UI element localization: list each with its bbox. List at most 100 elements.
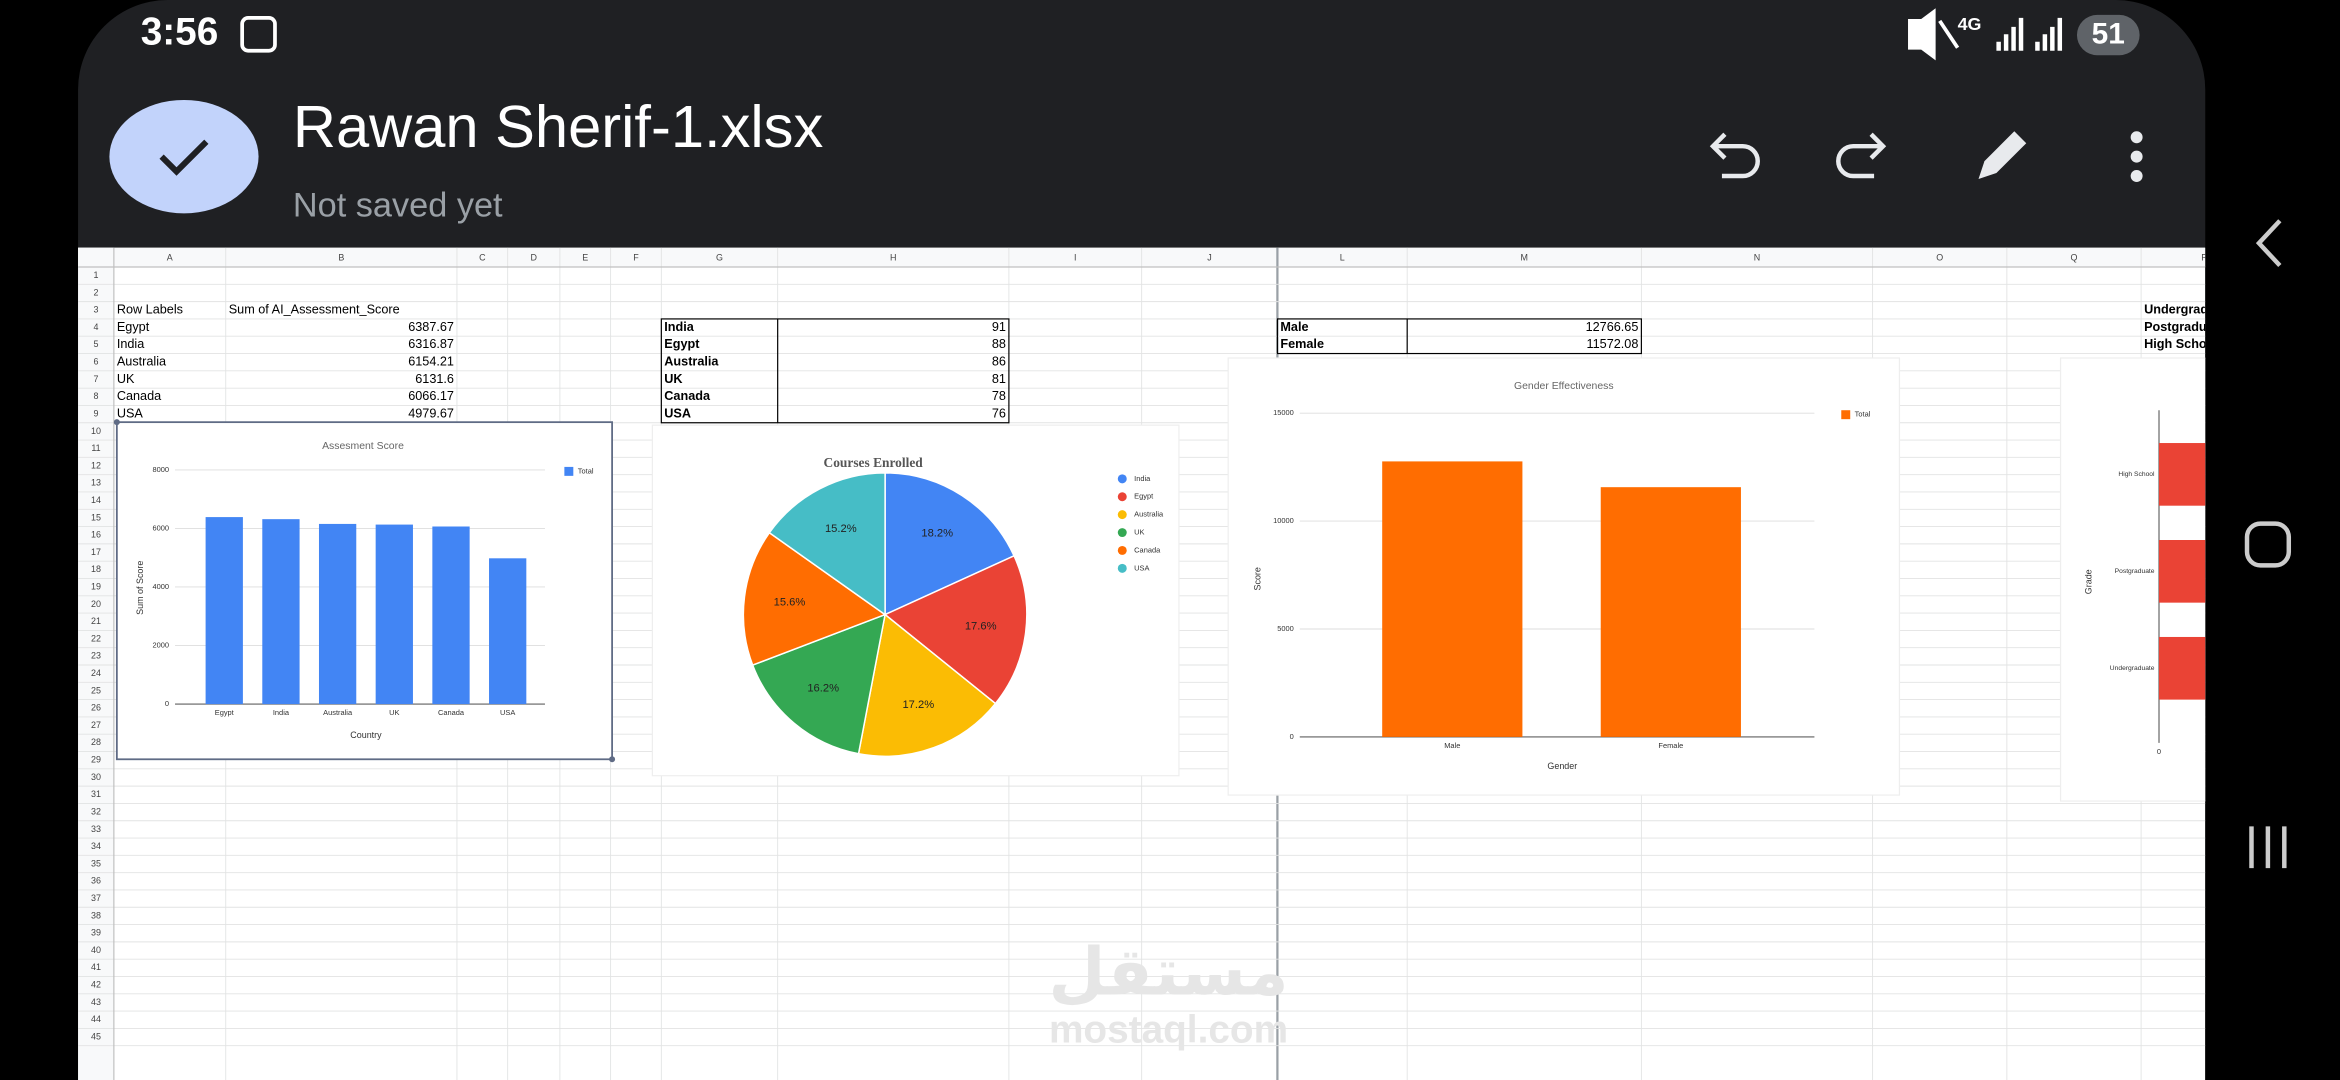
table-label: USA [664, 406, 691, 420]
row-number: 23 [91, 651, 101, 661]
y-axis-label: Sum of Score [135, 561, 145, 615]
chart-frame [115, 421, 613, 761]
y-tick-label: 4000 [153, 582, 170, 591]
clock: 3:56 [141, 11, 219, 54]
spreadsheet[interactable]: A B C D E F G H I J L M N O Q R123456789101112131415161… [78, 247, 2278, 1080]
nav-recents[interactable] [2249, 826, 2287, 869]
table-label: Egypt [664, 337, 700, 351]
column-letter: F [633, 252, 639, 262]
table-border [660, 318, 1010, 424]
table-value: 78 [992, 389, 1006, 403]
undo-button[interactable] [1709, 132, 1760, 179]
pie-slice [768, 472, 886, 617]
edit-button[interactable] [1978, 131, 2027, 180]
row-number: 7 [93, 374, 98, 384]
legend-label: UK [1134, 528, 1144, 537]
battery-pill [2076, 14, 2140, 56]
x-axis-label: Country [350, 730, 382, 740]
table-value: 11572.08 [1587, 337, 1639, 351]
row-number: 4 [93, 322, 98, 332]
row-number: 11 [91, 443, 100, 453]
y-tick-label: 15000 [1273, 408, 1294, 417]
more-button[interactable] [2130, 131, 2143, 182]
x-tick-label: India [273, 708, 290, 717]
bar-clipped [2159, 443, 2206, 506]
x-tick-label: Canada [438, 708, 465, 717]
nav-home[interactable] [2244, 521, 2292, 568]
column-letter: B [338, 252, 344, 262]
row-number: 33 [91, 824, 101, 834]
row-number: 24 [91, 668, 101, 678]
legend-label: Australia [1134, 510, 1164, 519]
row-number: 14 [91, 495, 101, 505]
column-letter: Q [2071, 252, 2078, 262]
pie-slice [751, 613, 887, 755]
row-number: 13 [91, 478, 101, 488]
column-letter: I [1074, 252, 1076, 262]
row-number: 36 [91, 876, 101, 886]
legend-swatch [1117, 474, 1127, 484]
row-header-bar [78, 247, 114, 1080]
column-letter: H [890, 252, 896, 262]
battery-level: 51 [2092, 18, 2125, 51]
table-value: 91 [992, 320, 1006, 334]
nav-back[interactable] [2255, 219, 2282, 268]
row-number: 25 [91, 685, 101, 695]
column-letter: D [531, 252, 538, 262]
row-number: 1 [93, 270, 98, 280]
bar [262, 519, 300, 705]
row-number: 32 [91, 806, 101, 816]
row-number: 43 [91, 997, 101, 1007]
y-axis-label: Grade [2083, 569, 2093, 594]
done-button[interactable] [109, 99, 259, 214]
row-number: 16 [91, 530, 101, 540]
row-number: 29 [91, 755, 101, 765]
save-status: Not saved yet [293, 186, 503, 224]
bar [1600, 487, 1741, 737]
column-letter: C [479, 252, 486, 262]
table-label: UK [664, 372, 683, 386]
column-letter: G [716, 252, 723, 262]
pivot-label: Egypt [117, 320, 150, 334]
grade-label: Postgradu [2144, 320, 2207, 334]
x-tick-label: Male [1444, 741, 1460, 750]
pivot-label: UK [117, 372, 135, 386]
row-number: 34 [91, 841, 101, 851]
pivot-header: Sum of AI_Assessment_Score [229, 303, 400, 317]
table-value: 12766.65 [1586, 320, 1639, 334]
row-number: 26 [91, 703, 101, 713]
y-axis-label: Score [1252, 567, 1262, 590]
table-value: 88 [992, 337, 1006, 351]
column-letter: N [1754, 252, 1760, 262]
x-tick-label: Egypt [215, 708, 235, 717]
row-number: 8 [93, 391, 98, 401]
pie-slice [742, 531, 887, 667]
legend-label: Total [578, 466, 594, 475]
pie-slice [857, 613, 997, 758]
pie-slice [884, 472, 1016, 616]
row-number: 17 [91, 547, 101, 557]
row-number: 28 [91, 737, 101, 747]
check-icon [159, 139, 209, 176]
redo-button[interactable] [1836, 132, 1887, 179]
pivot-value: 6131.6 [415, 372, 454, 386]
y-tick-label: 2000 [153, 641, 170, 650]
slice-label: 16.2% [807, 682, 839, 694]
legend-swatch [1117, 528, 1127, 538]
x-tick-label: 0 [2157, 747, 2161, 756]
column-letter: O [1936, 252, 1943, 262]
y-tick-label: 8000 [153, 465, 170, 474]
file-title: Rawan Sherif-1.xlsx [293, 93, 824, 160]
bar-clipped [2159, 540, 2206, 603]
legend-swatch [1117, 563, 1127, 573]
table-label: Female [1280, 337, 1324, 351]
table-label: Australia [664, 355, 719, 369]
row-number: 27 [91, 720, 101, 730]
row-number: 2 [93, 287, 98, 297]
y-tick-label: 6000 [153, 523, 170, 532]
pivot-label: Canada [117, 389, 162, 403]
screenshot-icon [240, 16, 277, 53]
selection-handle [609, 756, 616, 763]
